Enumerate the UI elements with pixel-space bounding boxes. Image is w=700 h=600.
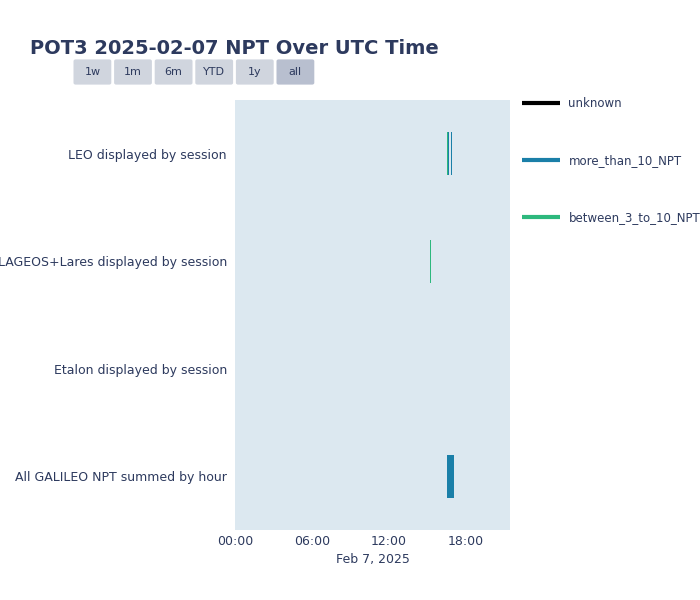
Text: between_3_to_10_NPT: between_3_to_10_NPT: [568, 211, 700, 224]
Text: POT3 2025-02-07 NPT Over UTC Time: POT3 2025-02-07 NPT Over UTC Time: [30, 39, 439, 58]
Bar: [447, 133, 448, 175]
X-axis label: Feb 7, 2025: Feb 7, 2025: [336, 553, 410, 566]
Text: 1y: 1y: [248, 67, 262, 77]
Text: all: all: [289, 67, 302, 77]
Bar: [448, 133, 449, 175]
Text: 1w: 1w: [84, 67, 101, 77]
Text: 1m: 1m: [124, 67, 142, 77]
Text: YTD: YTD: [203, 67, 225, 77]
Text: more_than_10_NPT: more_than_10_NPT: [568, 154, 682, 167]
Text: unknown: unknown: [568, 97, 622, 110]
Bar: [451, 133, 452, 175]
Text: 6m: 6m: [164, 67, 183, 77]
Bar: [447, 455, 454, 497]
Bar: [449, 133, 450, 175]
